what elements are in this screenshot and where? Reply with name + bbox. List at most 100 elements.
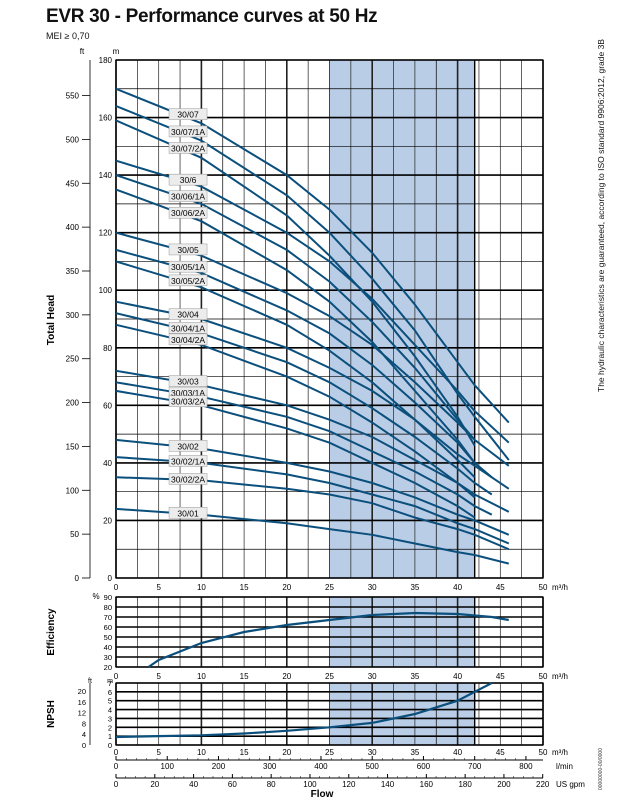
- npsh-curve: [115, 682, 493, 739]
- lmin-tick: 300: [263, 762, 277, 771]
- eff-xtick: 30: [368, 672, 377, 681]
- curve-label-box: [168, 440, 208, 452]
- eff-xtick: 25: [325, 672, 334, 681]
- head-xtick: 25: [325, 583, 334, 592]
- head-curve: [115, 159, 510, 444]
- curve-label-box: [168, 274, 208, 287]
- head-curve: [115, 260, 476, 479]
- npsh-frame: [115, 682, 544, 746]
- efficiency-curve: [147, 611, 509, 668]
- npsh-ytick-ft: 0: [82, 741, 86, 750]
- head-xtick: 35: [410, 583, 419, 592]
- curve-label-box: [168, 375, 208, 387]
- head-xtick: 15: [240, 583, 249, 592]
- eff-unit: %: [92, 592, 99, 601]
- head-ytick-ft: 550: [66, 92, 80, 101]
- eff-xtick: 40: [453, 672, 462, 681]
- npsh-ytick-m: 0: [108, 741, 112, 750]
- npsh-ytick-m: 2: [108, 723, 112, 732]
- head-unit-m: m: [113, 47, 120, 56]
- npsh-xtick: 30: [368, 748, 377, 757]
- head-ytick-ft: 400: [66, 223, 80, 232]
- head-ytick-ft: 50: [70, 530, 79, 539]
- head-xtick: 20: [282, 583, 291, 592]
- curve-label-box: [168, 206, 208, 219]
- head-xtick: 10: [197, 583, 206, 592]
- eff-xtick: 45: [496, 672, 505, 681]
- curve-label-box: [168, 473, 208, 485]
- gpm-tick: 60: [228, 780, 237, 789]
- head-curve: [115, 323, 476, 499]
- npsh-xtick: 5: [156, 748, 161, 757]
- npsh-xtick: 0: [114, 748, 119, 757]
- eff-xunit: m³/h: [552, 672, 568, 681]
- npsh-xtick: 20: [282, 748, 291, 757]
- curve-label: 30/04/1A: [171, 323, 205, 333]
- head-curve: [115, 456, 510, 545]
- npsh-xunit: m³/h: [552, 748, 568, 757]
- curve-label-box: [168, 108, 208, 120]
- npsh-preferred-band: [329, 683, 475, 745]
- gpm-tick: 0: [114, 780, 119, 789]
- curve-label-box: [168, 142, 208, 154]
- eff-xtick: 35: [410, 672, 419, 681]
- gpm-tick: 200: [497, 780, 511, 789]
- curve-label: 30/05: [177, 245, 199, 255]
- npsh-ytick-m: 4: [108, 706, 112, 715]
- curve-label: 30/04/2A: [171, 335, 205, 345]
- lmin-unit: l/min: [556, 762, 573, 771]
- curve-label-box: [168, 190, 208, 202]
- head-ytick-m: 60: [103, 401, 112, 410]
- npsh-xtick: 45: [496, 748, 505, 757]
- npsh-ytick-ft: 8: [82, 719, 86, 728]
- npsh-ytick-m: 6: [108, 688, 112, 697]
- curve-label-box: [168, 308, 208, 320]
- npsh-ytick-m: 3: [108, 714, 112, 723]
- head-curve: [115, 312, 493, 496]
- curve-label: 30/02: [177, 441, 199, 451]
- head-unit-ft: ft: [80, 47, 85, 56]
- curve-label-box: [168, 260, 208, 273]
- eff-preferred-band: [329, 597, 475, 667]
- gpm-tick: 20: [150, 780, 159, 789]
- lmin-tick: 400: [314, 762, 328, 771]
- gpm-tick: 80: [267, 780, 276, 789]
- head-xtick: 40: [453, 583, 462, 592]
- lmin-tick: 800: [519, 762, 533, 771]
- head-xunit: m³/h: [552, 583, 568, 592]
- curve-label: 30/6: [180, 175, 197, 185]
- head-curve: [115, 248, 493, 479]
- curve-label-box: [168, 455, 208, 467]
- page-title: EVR 30 - Performance curves at 50 Hz: [46, 6, 378, 27]
- head-curve: [115, 369, 510, 513]
- head-ytick-m: 20: [103, 516, 112, 525]
- head-ytick-ft: 200: [66, 399, 80, 408]
- eff-ytick: 50: [104, 633, 112, 642]
- head-ytick-ft: 500: [66, 135, 80, 144]
- head-ylabel: Total Head: [46, 295, 57, 345]
- gpm-tick: 140: [381, 780, 395, 789]
- curve-label: 30/01: [177, 508, 199, 518]
- npsh-unit-m: m: [107, 678, 113, 685]
- curve-label: 30/03/1A: [171, 388, 205, 398]
- curve-label: 30/05/2A: [171, 276, 205, 286]
- eff-ylabel: Efficiency: [46, 608, 57, 656]
- curve-label: 30/06/2A: [171, 208, 205, 218]
- npsh-unit-ft: ft: [88, 678, 92, 685]
- npsh-ytick-m: 7: [108, 679, 112, 688]
- head-curve: [115, 507, 510, 565]
- head-ytick-ft: 450: [66, 179, 80, 188]
- gpm-unit: US gpm: [556, 780, 585, 789]
- head-xtick: 5: [156, 583, 161, 592]
- head-ytick-m: 40: [103, 459, 112, 468]
- npsh-xtick: 25: [325, 748, 334, 757]
- npsh-ylabel: NPSH: [46, 700, 57, 728]
- lmin-tick: 600: [417, 762, 431, 771]
- gpm-tick: 160: [420, 780, 434, 789]
- npsh-xtick: 40: [453, 748, 462, 757]
- curve-label-box: [168, 333, 208, 346]
- head-curve: [115, 105, 510, 461]
- lmin-tick: 700: [468, 762, 482, 771]
- head-curve: [115, 231, 510, 467]
